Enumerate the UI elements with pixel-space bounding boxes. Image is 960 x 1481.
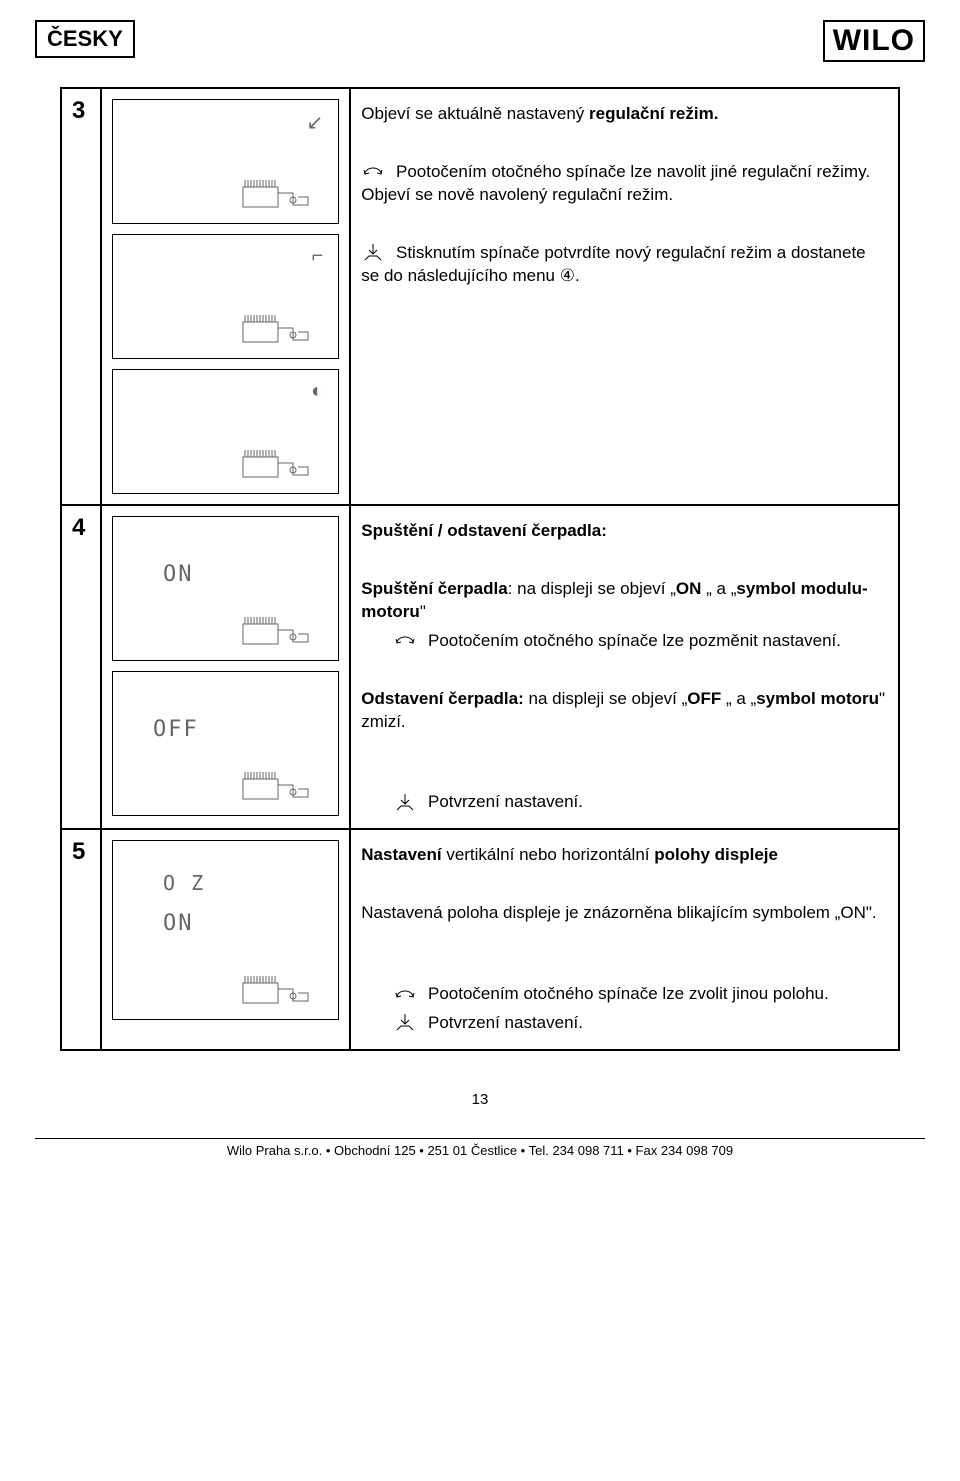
step-text-line: Stisknutím spínače potvrdíte nový regula… xyxy=(361,242,888,288)
step-text-line: Objeví se aktuálně nastavený regulační r… xyxy=(361,103,888,126)
display-panel: ◐ xyxy=(112,369,339,494)
step-number: 3 xyxy=(61,88,101,505)
step-text-line: Pootočením otočného spínače lze pozměnit… xyxy=(393,630,888,653)
footer: Wilo Praha s.r.o. • Obchodní 125 • 251 0… xyxy=(35,1138,925,1158)
press-icon xyxy=(393,1012,417,1034)
rotate-icon xyxy=(361,162,385,182)
step-text-line: Nastavení vertikální nebo horizontální p… xyxy=(361,844,888,867)
step-number: 4 xyxy=(61,505,101,829)
step-text-line: Pootočením otočného spínače lze zvolit j… xyxy=(393,983,888,1006)
display-panel: ↙ xyxy=(112,99,339,224)
step-text: Objeví se aktuálně nastavený regulační r… xyxy=(350,88,899,505)
page-number: 13 xyxy=(35,1091,925,1108)
step-text-line: Nastavená poloha displeje je znázorněna … xyxy=(361,902,888,925)
step-text-line: Potvrzení nastavení. xyxy=(393,1012,888,1035)
logo: WILO xyxy=(823,20,925,62)
pump-icon xyxy=(238,445,318,485)
rotate-icon xyxy=(393,631,417,651)
step-text-line: Spuštění čerpadla: na displeji se objeví… xyxy=(361,578,888,624)
content-table: 3 ↙ ⌐ ◐ Objeví se aktuálně nastavený reg… xyxy=(60,87,900,1051)
pump-icon xyxy=(238,310,318,350)
step-text-line: Potvrzení nastavení. xyxy=(393,791,888,814)
mode-glyph: ↙ xyxy=(307,110,324,135)
mode-glyph: ⌐ xyxy=(312,245,324,268)
language-box: ČESKY xyxy=(35,20,135,58)
display-panel: ⌐ xyxy=(112,234,339,359)
step-text: Nastavení vertikální nebo horizontální p… xyxy=(350,829,899,1050)
mode-glyph: ◐ xyxy=(311,380,323,403)
step-images: ON OFF xyxy=(101,505,350,829)
press-icon xyxy=(393,792,417,814)
pump-icon xyxy=(238,971,318,1011)
display-panel: O Z ON xyxy=(112,840,339,1020)
display-text: O Z xyxy=(163,871,205,895)
step-images: O Z ON xyxy=(101,829,350,1050)
display-text: ON xyxy=(163,562,194,587)
step-text-line: Odstavení čerpadla: na displeji se objev… xyxy=(361,688,888,734)
press-icon xyxy=(361,242,385,264)
step-text-line: Pootočením otočného spínače lze navolit … xyxy=(361,161,888,207)
step-text: Spuštění / odstavení čerpadla: Spuštění … xyxy=(350,505,899,829)
page: ČESKY WILO 3 ↙ ⌐ ◐ xyxy=(0,0,960,1168)
display-panel: ON xyxy=(112,516,339,661)
header: ČESKY WILO xyxy=(35,20,925,62)
display-panel: OFF xyxy=(112,671,339,816)
display-text: ON xyxy=(163,911,194,936)
display-text: OFF xyxy=(153,717,199,742)
pump-icon xyxy=(238,612,318,652)
rotate-icon xyxy=(393,985,417,1005)
pump-icon xyxy=(238,767,318,807)
step-number: 5 xyxy=(61,829,101,1050)
step-images: ↙ ⌐ ◐ xyxy=(101,88,350,505)
step-heading: Spuštění / odstavení čerpadla: xyxy=(361,520,888,543)
pump-icon xyxy=(238,175,318,215)
